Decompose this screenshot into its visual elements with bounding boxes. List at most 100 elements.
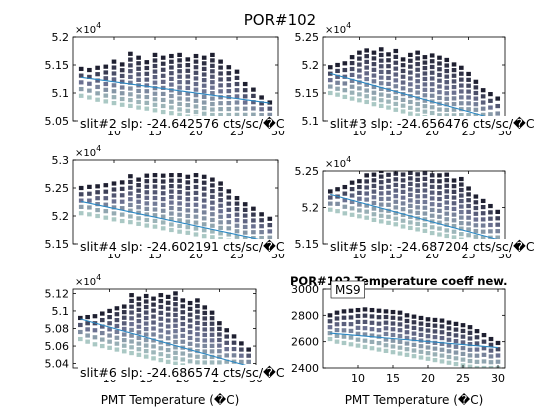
- data-point: [393, 95, 399, 101]
- data-point: [437, 173, 442, 178]
- data-point: [437, 220, 442, 225]
- data-point: [158, 352, 164, 357]
- y-tick-label: 5.04: [45, 358, 70, 371]
- data-column: [234, 195, 240, 244]
- data-point: [488, 216, 493, 221]
- data-point: [451, 223, 457, 229]
- data-point: [415, 50, 420, 55]
- data-point: [152, 178, 158, 183]
- data-point: [121, 338, 127, 343]
- data-point: [218, 209, 223, 214]
- y-tick-label: 5.1: [52, 305, 70, 318]
- data-point: [408, 176, 413, 181]
- data-point: [121, 315, 127, 320]
- data-point: [349, 78, 355, 83]
- data-point: [408, 58, 413, 63]
- y-tick-label: 2600: [291, 336, 319, 349]
- data-point: [467, 325, 473, 330]
- data-point: [201, 210, 207, 215]
- data-point: [429, 76, 435, 81]
- data-point: [218, 225, 223, 230]
- data-column: [348, 308, 354, 347]
- data-column: [334, 310, 340, 344]
- data-point: [195, 303, 200, 309]
- data-point: [400, 103, 406, 108]
- data-point: [185, 219, 191, 224]
- data-point: [357, 86, 362, 91]
- data-point: [393, 182, 399, 188]
- x-axis-label: PMT Temperature (�C): [101, 393, 240, 407]
- data-point: [341, 309, 347, 314]
- data-point: [386, 81, 391, 87]
- data-point: [459, 187, 464, 193]
- data-point: [185, 191, 191, 196]
- data-point: [95, 91, 100, 96]
- data-point: [473, 228, 479, 234]
- data-point: [78, 336, 83, 342]
- data-point: [128, 51, 133, 56]
- data-point: [418, 332, 424, 337]
- data-point: [400, 201, 406, 206]
- data-point: [425, 328, 431, 333]
- data-point: [111, 100, 117, 106]
- data-point: [177, 195, 182, 200]
- data-point: [136, 99, 141, 105]
- data-point: [143, 343, 149, 348]
- y-tick-label: 5.15: [295, 238, 320, 251]
- data-point: [128, 197, 133, 202]
- data-point: [459, 198, 464, 204]
- data-column: [488, 336, 494, 368]
- y-tick-label: 3000: [291, 283, 319, 296]
- data-point: [357, 98, 362, 103]
- data-point: [488, 203, 493, 209]
- data-point: [334, 310, 340, 315]
- data-point: [144, 195, 150, 200]
- data-point: [78, 73, 84, 78]
- data-point: [400, 189, 406, 194]
- data-point: [185, 202, 191, 207]
- data-point: [210, 69, 215, 74]
- data-column: [451, 62, 457, 121]
- figure-suptitle: POR#102: [243, 11, 317, 29]
- data-point: [158, 293, 164, 298]
- data-point: [422, 171, 428, 176]
- data-point: [327, 207, 333, 212]
- data-point: [152, 52, 158, 58]
- x-axis-label: PMT Temperature (�C): [345, 393, 484, 407]
- data-point: [480, 88, 486, 93]
- data-point: [136, 307, 142, 312]
- data-point: [234, 106, 240, 111]
- data-point: [210, 235, 215, 240]
- fit-line: [81, 76, 270, 104]
- data-point: [209, 354, 215, 360]
- data-point: [437, 67, 442, 72]
- y-exponent-label: ×104: [75, 144, 101, 159]
- data-point: [187, 300, 193, 306]
- data-point: [128, 86, 133, 91]
- data-point: [218, 95, 223, 100]
- data-point: [408, 165, 413, 169]
- data-point: [393, 48, 399, 54]
- data-point: [242, 94, 248, 99]
- data-column: [349, 180, 355, 217]
- data-point: [439, 318, 445, 323]
- data-point: [408, 171, 413, 175]
- data-point: [210, 223, 215, 228]
- data-point: [415, 210, 420, 215]
- data-column: [103, 64, 109, 104]
- data-point: [217, 326, 222, 331]
- data-point: [128, 214, 133, 219]
- data-point: [210, 80, 215, 85]
- data-point: [107, 314, 112, 320]
- legend-label: MS9: [335, 283, 361, 297]
- data-point: [418, 315, 424, 321]
- data-point: [111, 95, 117, 100]
- data-point: [259, 230, 264, 235]
- data-point: [226, 106, 232, 112]
- data-point: [209, 321, 215, 326]
- data-point: [143, 315, 149, 321]
- data-point: [226, 77, 232, 82]
- data-point: [144, 201, 150, 206]
- data-point: [187, 318, 193, 323]
- data-point: [393, 216, 399, 221]
